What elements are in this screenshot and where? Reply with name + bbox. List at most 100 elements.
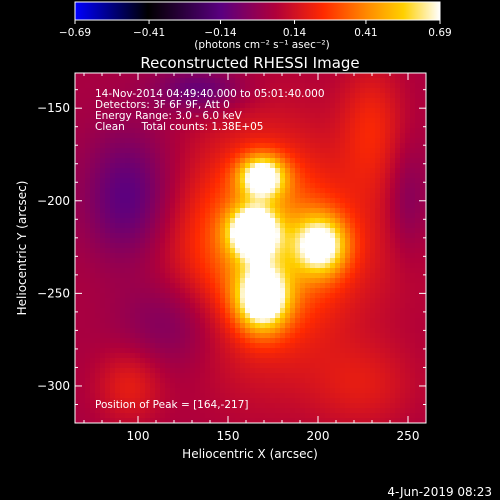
heatmap-cell [180,93,186,99]
heatmap-cell [90,78,96,84]
heatmap-cell [100,263,106,269]
heatmap-cell [405,348,411,354]
heatmap-cell [85,338,91,344]
heatmap-cell [415,148,421,154]
heatmap-cell [175,413,181,419]
heatmap-cell [395,393,401,399]
heatmap-cell [385,408,391,414]
heatmap-cell [215,73,221,79]
heatmap-cell [85,148,91,154]
heatmap-cell [315,138,321,144]
heatmap-cell [365,88,371,94]
heatmap-cell [90,333,96,339]
heatmap-cell [375,148,381,154]
heatmap-cell [120,248,126,254]
heatmap-cell [115,158,121,164]
heatmap-cell [315,358,321,364]
heatmap-cell [125,88,131,94]
heatmap-cell [290,278,296,284]
heatmap-cell [385,368,391,374]
heatmap-cell [375,338,381,344]
heatmap-cell [285,163,291,169]
heatmap-cell [170,388,176,394]
heatmap-cell [290,158,296,164]
heatmap-cell [235,368,241,374]
heatmap-cell [215,353,221,359]
heatmap-cell [85,153,91,159]
heatmap-cell [250,413,256,419]
colorbar-gradient [75,2,440,20]
heatmap-cell [335,403,341,409]
heatmap-cell [175,313,181,319]
heatmap-cell [170,408,176,414]
heatmap-cell [190,403,196,409]
heatmap-cell [155,303,161,309]
heatmap-cell [75,98,81,104]
heatmap-cell [190,288,196,294]
heatmap-cell [335,338,341,344]
heatmap-cell [305,173,311,179]
heatmap-cell [270,193,276,199]
heatmap-cell [115,348,121,354]
heatmap-cell [130,178,136,184]
heatmap-cell [215,313,221,319]
heatmap-cell [390,168,396,174]
heatmap-cell [110,233,116,239]
heatmap-cell [80,388,86,394]
heatmap-cell [140,178,146,184]
heatmap-cell [380,278,386,284]
heatmap-cell [85,348,91,354]
heatmap-cell [135,148,141,154]
heatmap-cell [130,338,136,344]
heatmap-cell [290,318,296,324]
heatmap-cell [375,188,381,194]
heatmap-cell [275,348,281,354]
heatmap-cell [250,193,256,199]
heatmap-cell [185,198,191,204]
heatmap-cell [220,378,226,384]
heatmap-cell [280,178,286,184]
heatmap-cell [130,323,136,329]
heatmap-cell [175,108,181,114]
heatmap-cell [80,293,86,299]
heatmap-cell [285,268,291,274]
heatmap-cell [395,178,401,184]
heatmap-cell [335,78,341,84]
heatmap-cell [185,333,191,339]
heatmap-cell [180,333,186,339]
heatmap-cell [235,93,241,99]
heatmap-cell [155,238,161,244]
heatmap-cell [385,153,391,159]
heatmap-cell [405,213,411,219]
heatmap-cell [265,253,271,259]
heatmap-cell [395,418,401,423]
heatmap-cell [145,318,151,324]
heatmap-cell [375,123,381,129]
heatmap-cell [380,253,386,259]
heatmap-cell [230,73,236,79]
heatmap-cell [240,118,246,124]
heatmap-cell [160,168,166,174]
heatmap-cell [150,193,156,199]
heatmap-cell [255,88,261,94]
heatmap-cell [155,328,161,334]
heatmap-cell [315,188,321,194]
heatmap-cell [170,208,176,214]
heatmap-cell [265,203,271,209]
heatmap-cell [315,183,321,189]
heatmap-cell [235,208,241,214]
chart-title: Reconstructed RHESSI Image [140,54,359,72]
heatmap-cell [350,173,356,179]
heatmap-cell [230,163,236,169]
heatmap-cell [280,98,286,104]
heatmap-cell [410,198,416,204]
heatmap-cell [335,153,341,159]
heatmap-cell [325,298,331,304]
heatmap-cell [230,183,236,189]
heatmap-cell [180,228,186,234]
heatmap-cell [140,258,146,264]
heatmap-cell [340,103,346,109]
heatmap-cell [335,203,341,209]
heatmap-cell [230,113,236,119]
heatmap-cell [335,173,341,179]
